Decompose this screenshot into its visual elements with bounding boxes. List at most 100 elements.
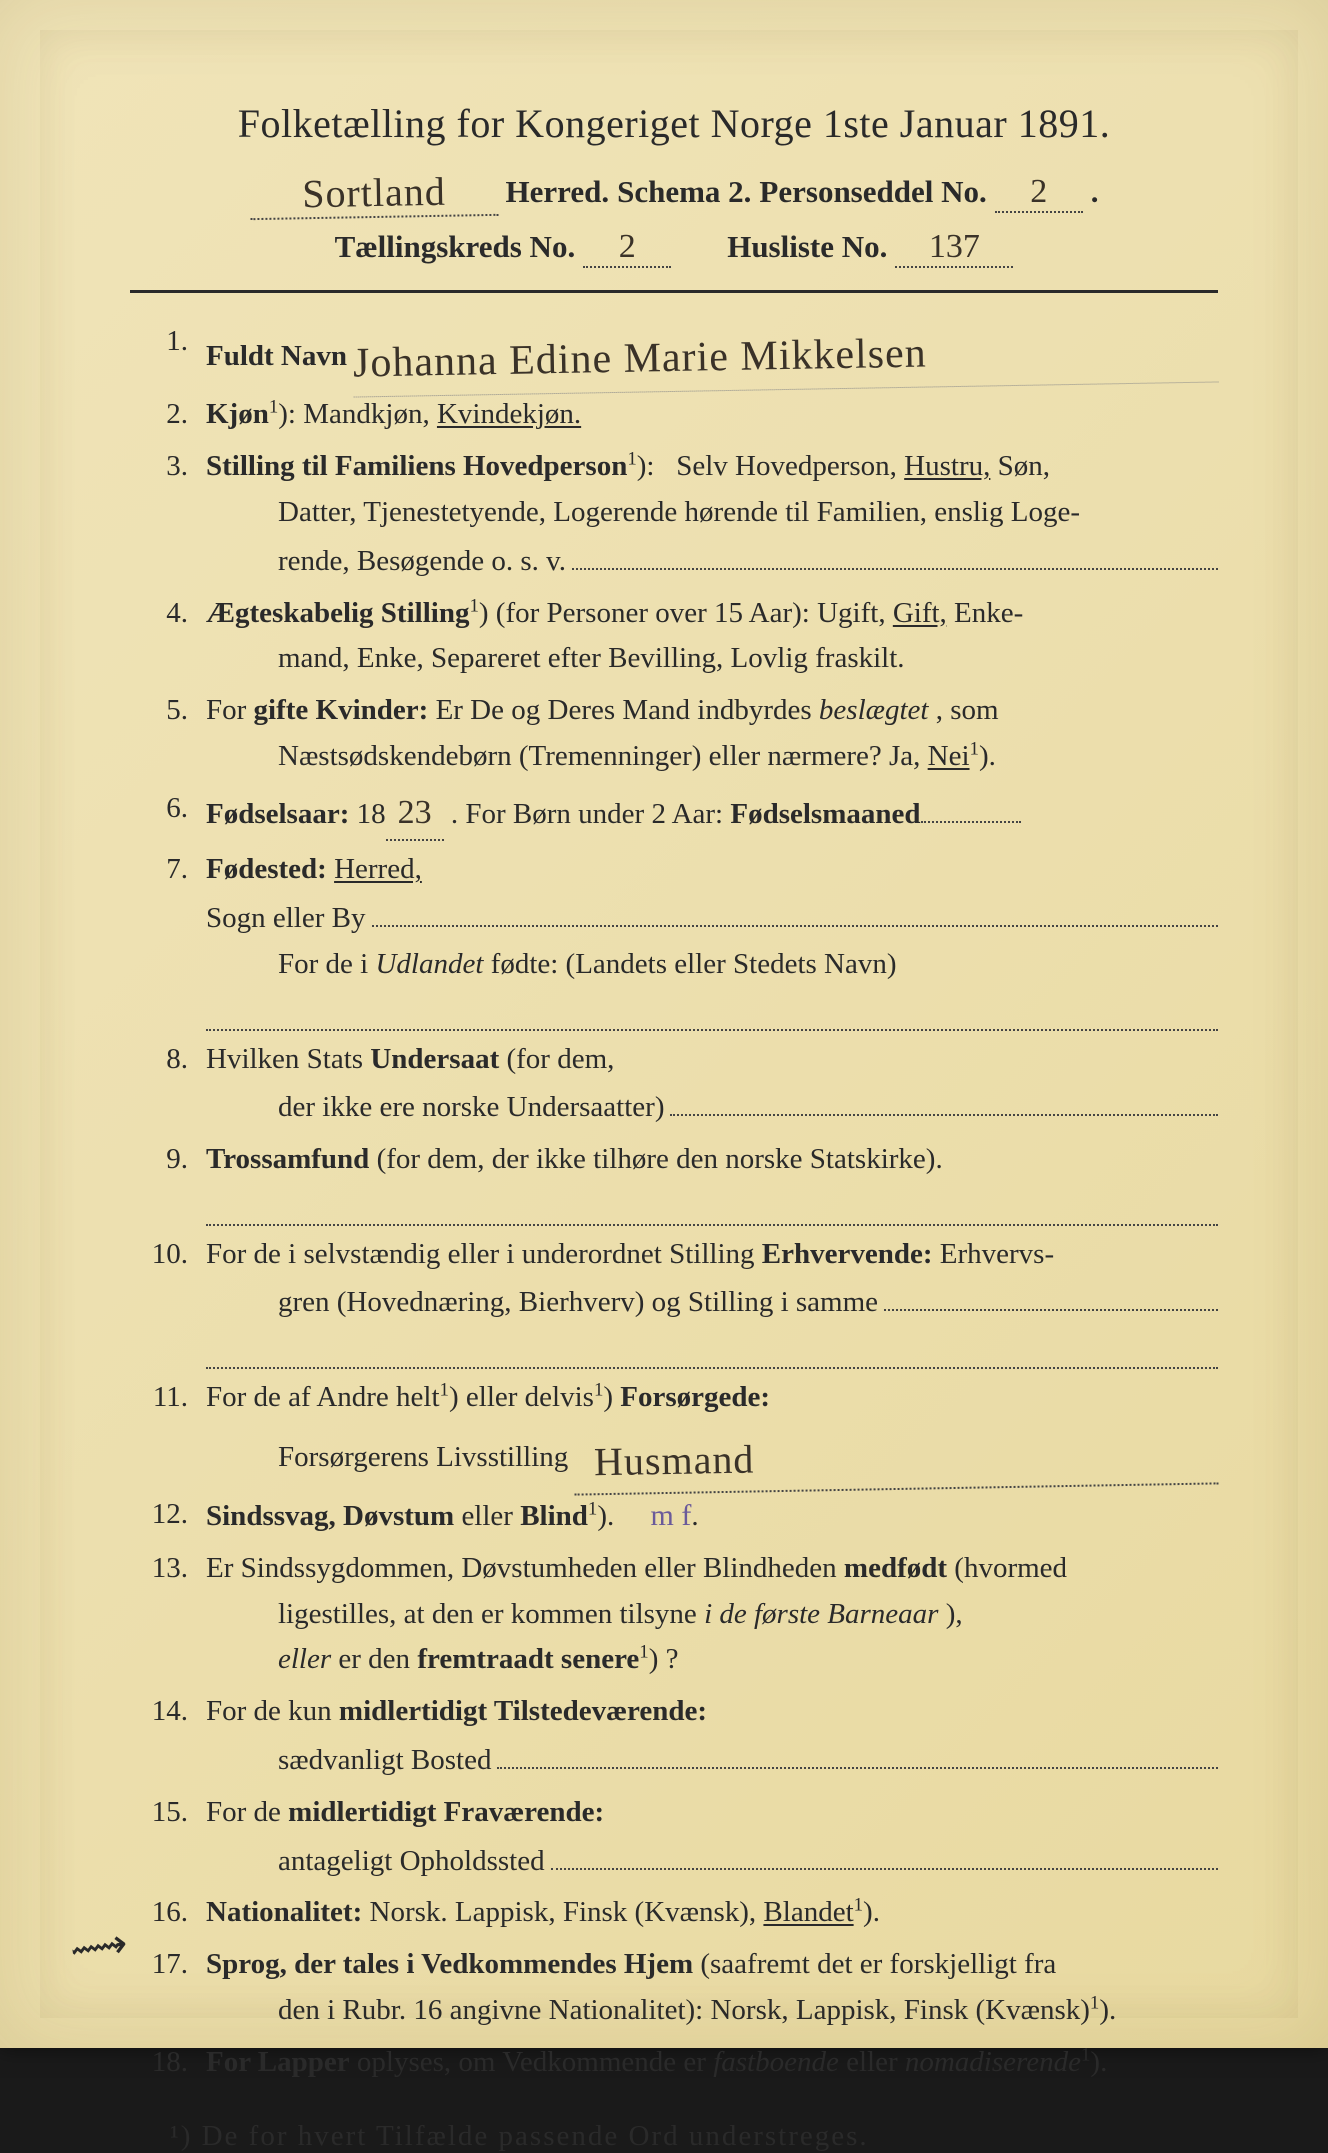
q17-num: 17. (130, 1942, 206, 2034)
q1: 1. Fuldt Navn Johanna Edine Marie Mikkel… (130, 319, 1218, 386)
herred-value: Sortland (249, 167, 498, 220)
q4-cont: mand, Enke, Separeret efter Bevilling, L… (206, 642, 905, 674)
blank-line-3 (206, 1332, 1218, 1369)
q7: 7. Fødested: Herred, Sogn eller By For d… (130, 847, 1218, 987)
q16-text: Norsk. Lappisk, Finsk (Kvænsk), (370, 1896, 764, 1928)
q14-label: midlertidigt Tilstedeværende: (339, 1695, 707, 1727)
questions: 1. Fuldt Navn Johanna Edine Marie Mikkel… (130, 319, 1218, 2086)
q11-value: Husmand (574, 1419, 1219, 1495)
q12-label: Sindssvag, Døvstum (206, 1500, 454, 1532)
q18-text: oplyses, om Vedkommende er (357, 2046, 713, 2078)
q6: 6. Fødselsaar: 1823 . For Børn under 2 A… (130, 786, 1218, 842)
q10-cont: gren (Hovednæring, Bierhverv) og Stillin… (278, 1280, 878, 1326)
q8: 8. Hvilken Stats Undersaat (for dem, der… (130, 1037, 1218, 1132)
q13-label2: fremtraadt senere (417, 1643, 639, 1675)
q3-text2: Søn, (998, 450, 1050, 482)
q4: 4. Ægteskabelig Stilling1) (for Personer… (130, 591, 1218, 683)
q14: 14. For de kun midlertidigt Tilstedevære… (130, 1689, 1218, 1784)
q6-label2: Fødselsmaaned (730, 798, 920, 830)
herred-label: Herred. (506, 174, 610, 210)
q5-label: gifte Kvinder: (254, 694, 429, 726)
q12-mark: m f (651, 1499, 692, 1532)
q16: 16. Nationalitet: Norsk. Lappisk, Finsk … (130, 1890, 1218, 1936)
husliste-label: Husliste No. (727, 229, 887, 265)
q3-selected: Hustru, (904, 450, 990, 482)
q13-cont: ligestilles, at den er kommen tilsyne (206, 1598, 704, 1630)
q13-em: i de første Barneaar (704, 1598, 938, 1630)
husliste-no: 137 (895, 228, 1013, 268)
q5-selected: Nei (928, 740, 970, 772)
q9-text: (for dem, der ikke tilhøre den norske St… (377, 1143, 943, 1175)
q8-num: 8. (130, 1037, 206, 1132)
q5-text: Er De og Deres Mand indbyrdes (436, 694, 819, 726)
q2-num: 2. (130, 392, 206, 438)
header-line-3: Tællingskreds No. 2 Husliste No. 137 (130, 228, 1218, 268)
q11-label: Forsørgede: (620, 1381, 770, 1413)
kreds-no: 2 (583, 228, 671, 268)
q14-num: 14. (130, 1689, 206, 1784)
q4-text: (for Personer over 15 Aar): Ugift, (496, 597, 893, 629)
header-line-2: Sortland Herred. Schema 2. Personseddel … (130, 165, 1218, 214)
q1-label: Fuldt Navn (206, 334, 347, 380)
q5: 5. For gifte Kvinder: Er De og Deres Man… (130, 688, 1218, 780)
q1-num: 1. (130, 319, 206, 386)
q2: 2. Kjøn1): Mandkjøn, Kvindekjøn. (130, 392, 1218, 438)
q12-label2: Blind (520, 1500, 588, 1532)
q10-label: Erhvervende: (762, 1238, 933, 1270)
q18-num: 18. (130, 2040, 206, 2086)
kreds-label: Tællingskreds No. (335, 229, 576, 265)
q13-label: medfødt (844, 1552, 947, 1584)
q5-cont: Næstsødskendebørn (Tremenninger) eller n… (206, 740, 928, 772)
q6-label: Fødselsaar: (206, 798, 349, 830)
q7-text: Sogn eller By (206, 896, 366, 942)
q16-label: Nationalitet: (206, 1896, 362, 1928)
q7-cont: For de i (206, 948, 375, 980)
footnote: ¹) De for hvert Tilfælde passende Ord un… (130, 2120, 1218, 2153)
q4-text2: Enke- (954, 597, 1023, 629)
q3: 3. Stilling til Familiens Hovedperson1):… (130, 444, 1218, 584)
mark-icon: ⟿ (67, 1919, 130, 1974)
q7-cont2: fødte: (Landets eller Stedets Navn) (491, 948, 897, 980)
q18-em1: fastboende (713, 2046, 839, 2078)
q13: 13. Er Sindssygdommen, Døvstumheden elle… (130, 1546, 1218, 1683)
schema-label: Schema 2. (617, 174, 751, 210)
q17: 17. Sprog, der tales i Vedkommendes Hjem… (130, 1942, 1218, 2034)
q16-num: 16. (130, 1890, 206, 1936)
q12-num: 12. (130, 1492, 206, 1540)
q4-label: Ægteskabelig Stilling (206, 597, 469, 629)
person-label: Personseddel No. (759, 174, 986, 210)
q3-cont: Datter, Tjenestetyende, Logerende hørend… (206, 496, 1080, 528)
q3-num: 3. (130, 444, 206, 584)
q11-cont: Forsørgerens Livsstilling (278, 1435, 568, 1481)
q10: 10. For de i selvstændig eller i underor… (130, 1232, 1218, 1327)
q8-label: Undersaat (370, 1043, 499, 1075)
q18-label: For Lapper (206, 2046, 350, 2078)
q6-num: 6. (130, 786, 206, 842)
q2-options: Mandkjøn, (303, 398, 437, 430)
divider (130, 290, 1218, 293)
q15-label: midlertidigt Fraværende: (288, 1796, 604, 1828)
q15: 15. For de midlertidigt Fraværende: anta… (130, 1790, 1218, 1885)
q16-selected: Blandet (763, 1896, 853, 1928)
q7-num: 7. (130, 847, 206, 987)
q8-cont: der ikke ere norske Undersaatter) (278, 1085, 664, 1131)
q17-label: Sprog, der tales i Vedkommendes Hjem (206, 1948, 693, 1980)
form-header: Folketælling for Kongeriget Norge 1ste J… (130, 100, 1218, 268)
q11: 11. For de af Andre helt1) eller delvis1… (130, 1375, 1218, 1486)
q3-cont2: rende, Besøgende o. s. v. (278, 539, 566, 585)
q14-cont: sædvanligt Bosted (278, 1738, 491, 1784)
q7-selected: Herred, (334, 853, 422, 885)
q15-cont: antageligt Opholdssted (278, 1839, 545, 1885)
person-no: 2 (995, 173, 1083, 213)
q5-em: beslægtet (819, 694, 929, 726)
q12: 12. Sindssvag, Døvstum eller Blind1). m … (130, 1492, 1218, 1540)
q3-label: Stilling til Familiens Hovedperson (206, 450, 627, 482)
q9-num: 9. (130, 1137, 206, 1183)
q1-value: Johanna Edine Marie Mikkelsen (352, 315, 1218, 397)
q18-em2: nomadiserende (905, 2046, 1081, 2078)
q9: 9. Trossamfund (for dem, der ikke tilhør… (130, 1137, 1218, 1183)
q3-text1: Selv Hovedperson, (676, 450, 904, 482)
q9-label: Trossamfund (206, 1143, 369, 1175)
blank-line (206, 994, 1218, 1031)
q17-cont: den i Rubr. 16 angivne Nationalitet): No… (206, 1994, 1090, 2026)
